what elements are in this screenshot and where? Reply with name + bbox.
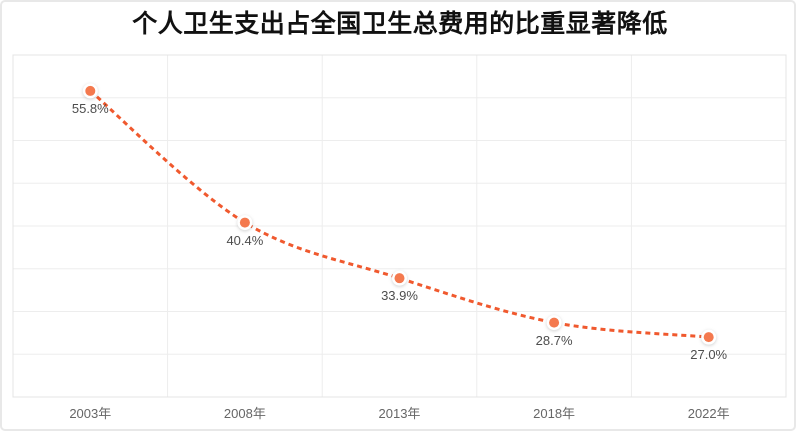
x-axis-label: 2022年 xyxy=(687,406,730,421)
data-label: 40.4% xyxy=(226,232,264,248)
data-point[interactable] xyxy=(394,273,405,284)
chart-title: 个人卫生支出占全国卫生总费用的比重显著降低 xyxy=(132,10,668,38)
x-axis-label: 2013年 xyxy=(378,406,421,421)
plot-border xyxy=(12,54,787,398)
data-label: 33.9% xyxy=(381,288,418,304)
data-point[interactable] xyxy=(239,217,250,228)
x-axis-label: 2008年 xyxy=(223,406,266,421)
x-axis-label: 2003年 xyxy=(69,406,112,421)
data-point[interactable] xyxy=(703,332,714,343)
series-line xyxy=(89,89,709,339)
data-point[interactable] xyxy=(549,317,560,328)
data-point[interactable] xyxy=(85,85,96,96)
data-label: 27.0% xyxy=(690,347,728,363)
x-axis-label: 2018年 xyxy=(533,406,576,421)
data-label: 28.7% xyxy=(535,332,573,348)
data-label: 55.8% xyxy=(71,100,109,116)
